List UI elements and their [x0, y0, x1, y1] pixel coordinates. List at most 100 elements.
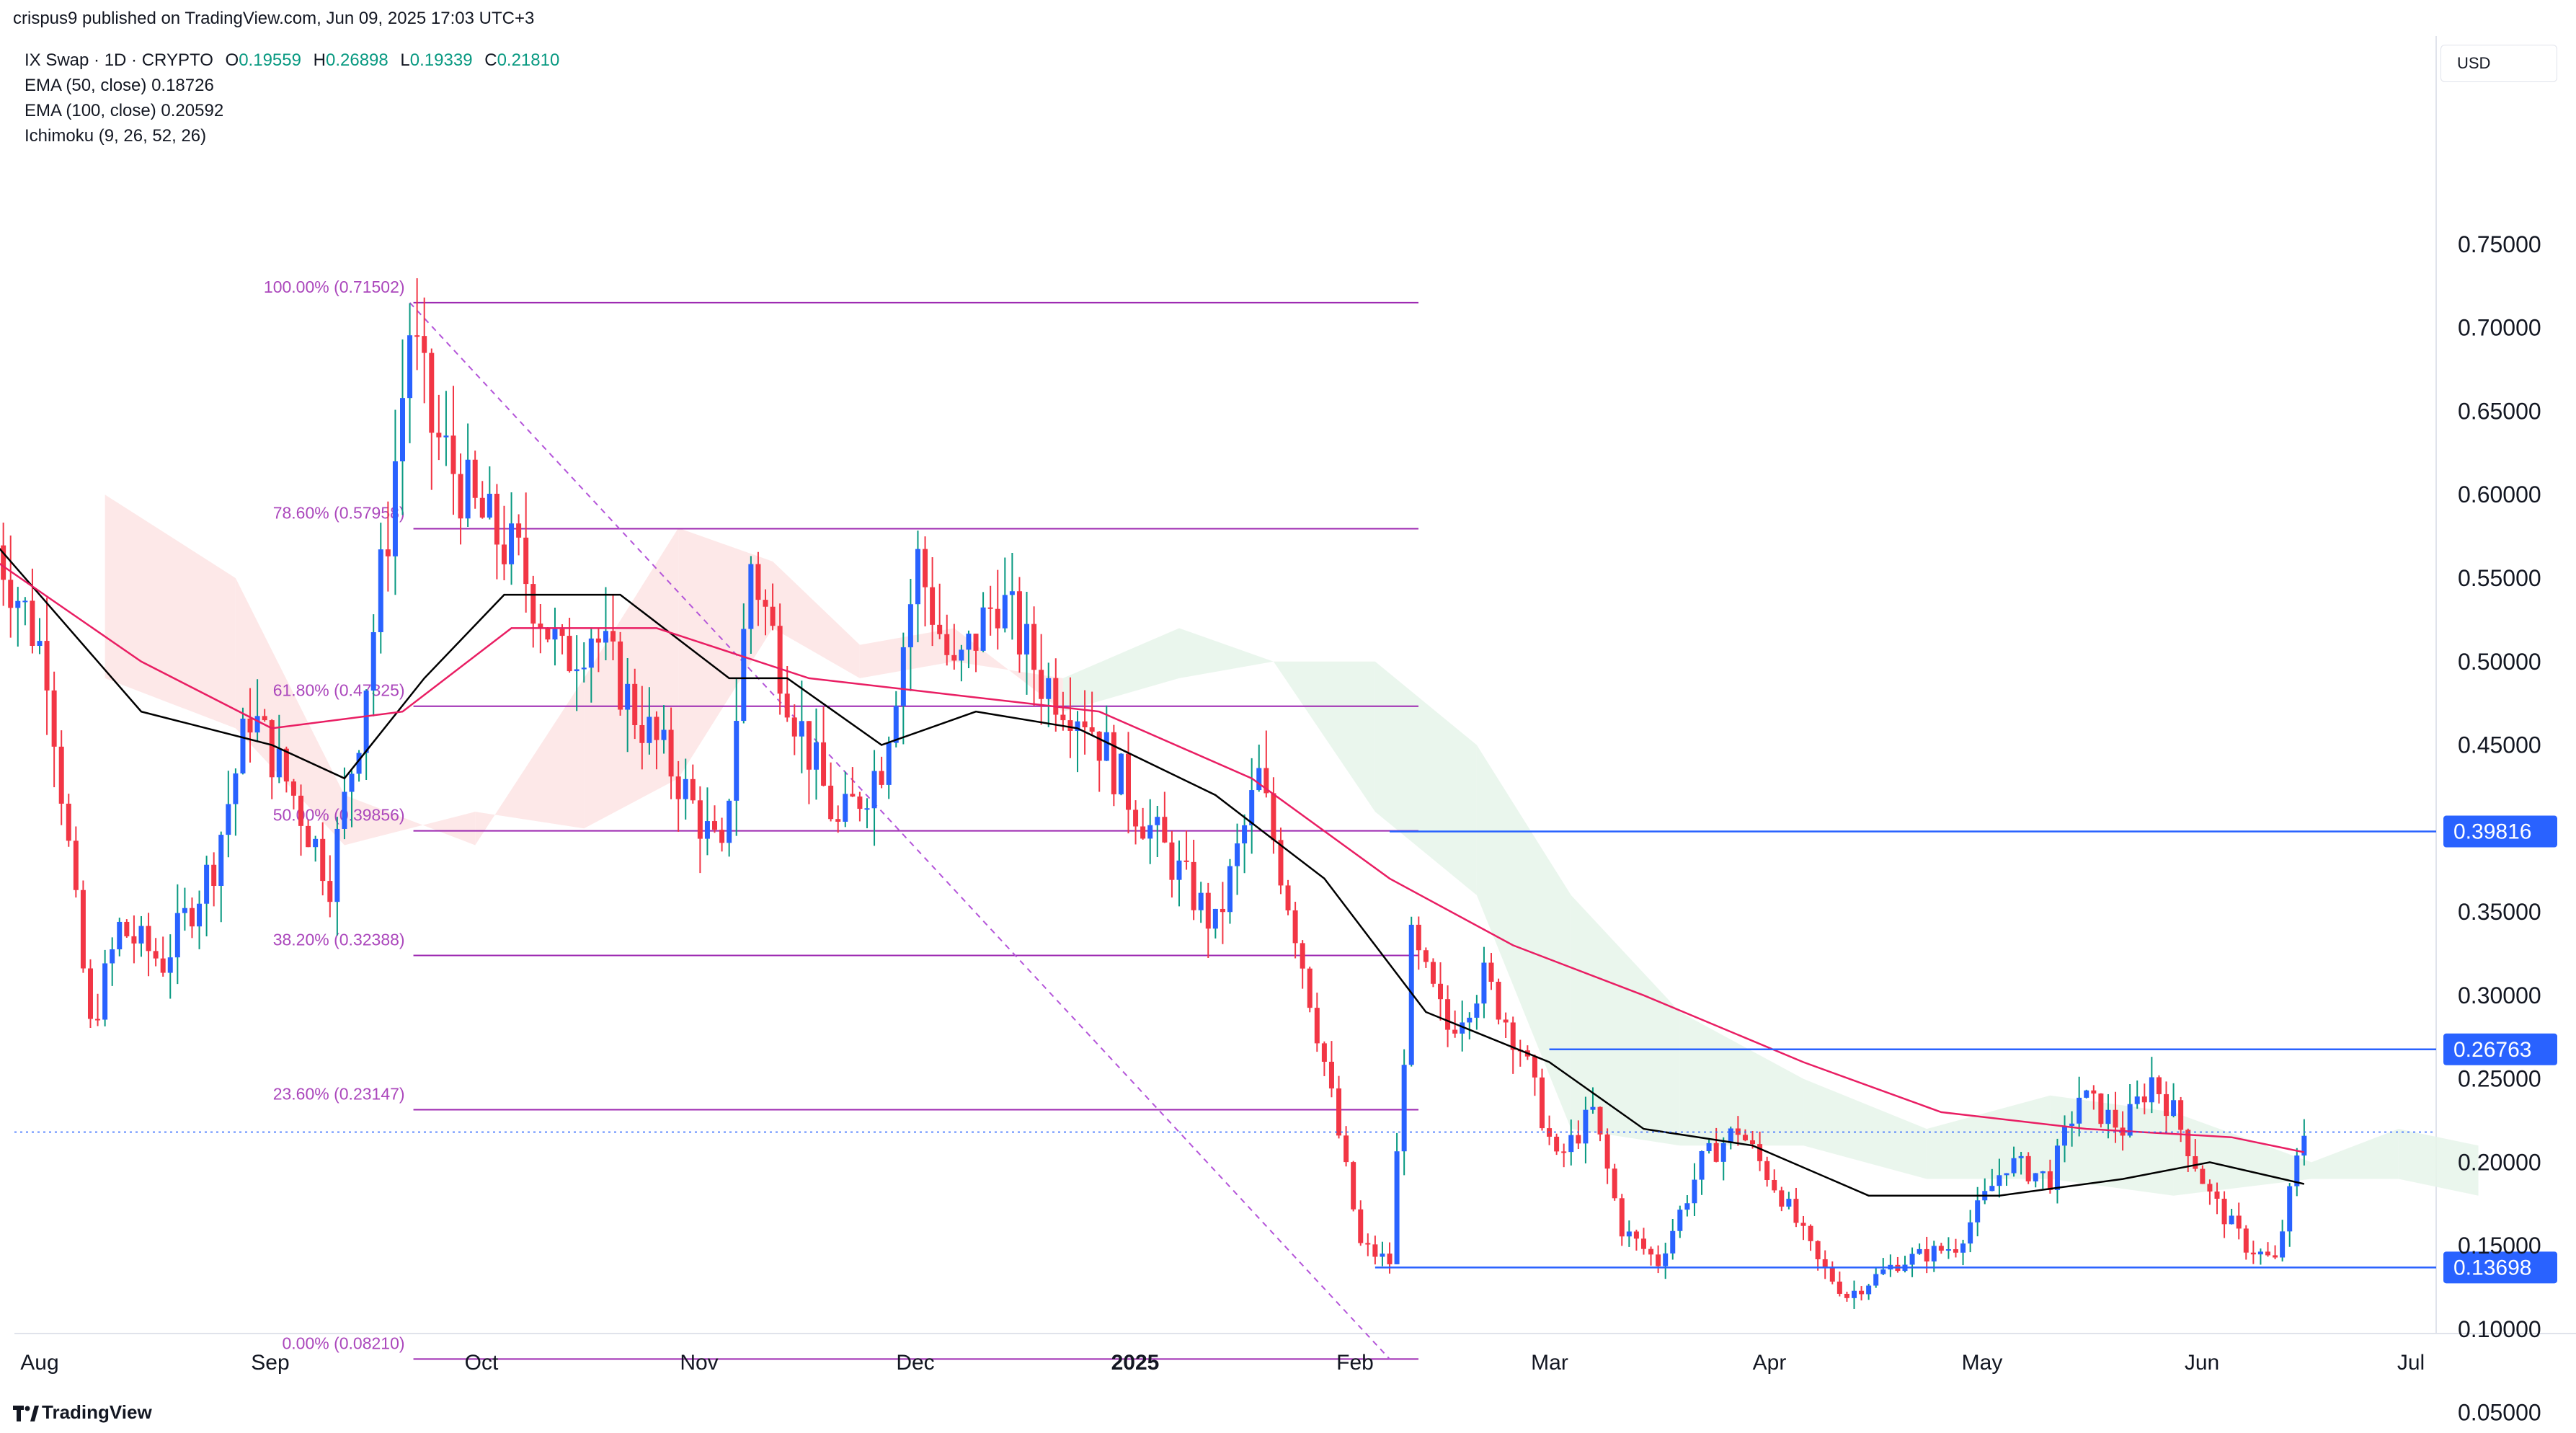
- candle-body: [1576, 1135, 1581, 1144]
- candle-body: [1852, 1290, 1857, 1298]
- fib-level-label: 38.20% (0.32388): [273, 931, 405, 949]
- candle-body: [1220, 908, 1225, 913]
- candle-body: [429, 352, 435, 433]
- candle-body: [211, 864, 217, 887]
- ichimoku-cloud-segment: [344, 794, 476, 846]
- candle-body: [363, 691, 369, 753]
- x-axis-tick-label: Oct: [465, 1351, 499, 1375]
- candle-body: [1822, 1259, 1828, 1268]
- candle-body: [1945, 1249, 1951, 1251]
- candle-body: [262, 716, 267, 721]
- x-axis-tick-label: Aug: [20, 1351, 58, 1375]
- candle-body: [1314, 1008, 1320, 1044]
- candle-body: [2127, 1104, 2133, 1136]
- candle-body: [1938, 1246, 1944, 1251]
- candle-body: [1372, 1244, 1378, 1257]
- currency-button[interactable]: USD: [2440, 45, 2557, 82]
- candle-body: [1343, 1135, 1349, 1163]
- candle-body: [1285, 885, 1291, 910]
- candle-body: [799, 721, 804, 737]
- candle-body: [95, 1019, 101, 1021]
- candle-body: [1176, 860, 1182, 880]
- candle-body: [1960, 1243, 1966, 1253]
- legend-ema100[interactable]: EMA (100, close) 0.20592: [25, 101, 224, 120]
- candle-body: [900, 647, 906, 706]
- candle-body: [1278, 840, 1284, 886]
- candle-body: [2193, 1156, 2198, 1169]
- candle-body: [1096, 732, 1102, 761]
- candle-body: [1024, 624, 1030, 655]
- y-axis-tick-label: 0.75000: [2458, 231, 2541, 257]
- candle-body: [1365, 1243, 1371, 1245]
- y-axis-tick-label: 0.45000: [2458, 732, 2541, 758]
- candle-body: [66, 803, 71, 841]
- legend-ichimoku[interactable]: Ichimoku (9, 26, 52, 26): [25, 126, 207, 146]
- y-axis-tick-label: 0.65000: [2458, 398, 2541, 424]
- candle-body: [871, 771, 877, 809]
- candle-body: [1590, 1106, 1596, 1110]
- candle-body: [625, 683, 631, 710]
- candle-body: [1082, 721, 1088, 728]
- candle-body: [22, 600, 28, 603]
- candle-body: [1656, 1254, 1661, 1266]
- candle-body: [2033, 1173, 2038, 1181]
- candle-body: [400, 398, 405, 462]
- candle-body: [907, 604, 913, 647]
- candle-body: [218, 835, 224, 887]
- candle-body: [741, 629, 747, 722]
- candle-body: [80, 889, 86, 969]
- fib-trend-line: [409, 302, 1390, 1360]
- y-axis-tick-label: 0.15000: [2458, 1233, 2541, 1259]
- candle-body: [342, 791, 347, 829]
- y-axis-tick-label: 0.55000: [2458, 565, 2541, 591]
- candle-body: [458, 474, 463, 519]
- price-level-badge: [2443, 1251, 2557, 1284]
- candle-body: [1873, 1274, 1879, 1286]
- candle-body: [1292, 910, 1298, 944]
- x-axis-tick-label: Dec: [896, 1351, 934, 1375]
- candle-body: [1568, 1135, 1574, 1153]
- candle-body: [1684, 1203, 1690, 1210]
- y-axis-tick-label: 0.30000: [2458, 982, 2541, 1008]
- candle-body: [2054, 1145, 2060, 1190]
- y-axis-tick-label: 0.10000: [2458, 1316, 2541, 1342]
- legend-close-value: 0.21810: [497, 50, 560, 70]
- candle-body: [1481, 962, 1487, 1004]
- candle-body: [813, 742, 819, 770]
- candle-body: [1713, 1143, 1719, 1162]
- candle-body: [2257, 1251, 2263, 1255]
- candle-body: [247, 718, 253, 733]
- candle-body: [1430, 962, 1436, 984]
- candle-body: [719, 830, 725, 843]
- candle-body: [509, 523, 515, 564]
- candle-body: [2164, 1093, 2169, 1117]
- candle-body: [44, 641, 50, 691]
- candle-body: [2273, 1255, 2278, 1258]
- candle-body: [472, 459, 478, 498]
- candle-body: [1750, 1140, 1756, 1145]
- chart-legend: IX Swap · 1D · CRYPTO O0.19559 H0.26898 …: [25, 48, 559, 148]
- candle-body: [1735, 1128, 1741, 1135]
- candle-body: [1067, 720, 1073, 731]
- candle-body: [1423, 950, 1429, 962]
- candle-body: [378, 549, 383, 633]
- candle-body: [356, 753, 362, 774]
- legend-symbol[interactable]: IX Swap · 1D · CRYPTO: [25, 50, 213, 70]
- candle-body: [1089, 727, 1095, 732]
- ichimoku-cloud-segment: [2173, 1112, 2311, 1196]
- candle-body: [1408, 924, 1414, 1065]
- candle-body: [734, 721, 740, 801]
- candle-body: [1438, 983, 1444, 1000]
- candle-body: [2236, 1215, 2242, 1229]
- candle-body: [1046, 678, 1052, 699]
- legend-ema50[interactable]: EMA (50, close) 0.18726: [25, 76, 214, 95]
- candle-body: [618, 641, 623, 710]
- candle-body: [2171, 1100, 2177, 1117]
- ichimoku-cloud-segment: [2398, 1129, 2479, 1196]
- candle-body: [1111, 732, 1116, 794]
- x-axis-tick-label: Sep: [251, 1351, 289, 1375]
- candle-body: [530, 584, 536, 624]
- candle-body: [763, 600, 768, 607]
- candle-body: [1633, 1231, 1639, 1239]
